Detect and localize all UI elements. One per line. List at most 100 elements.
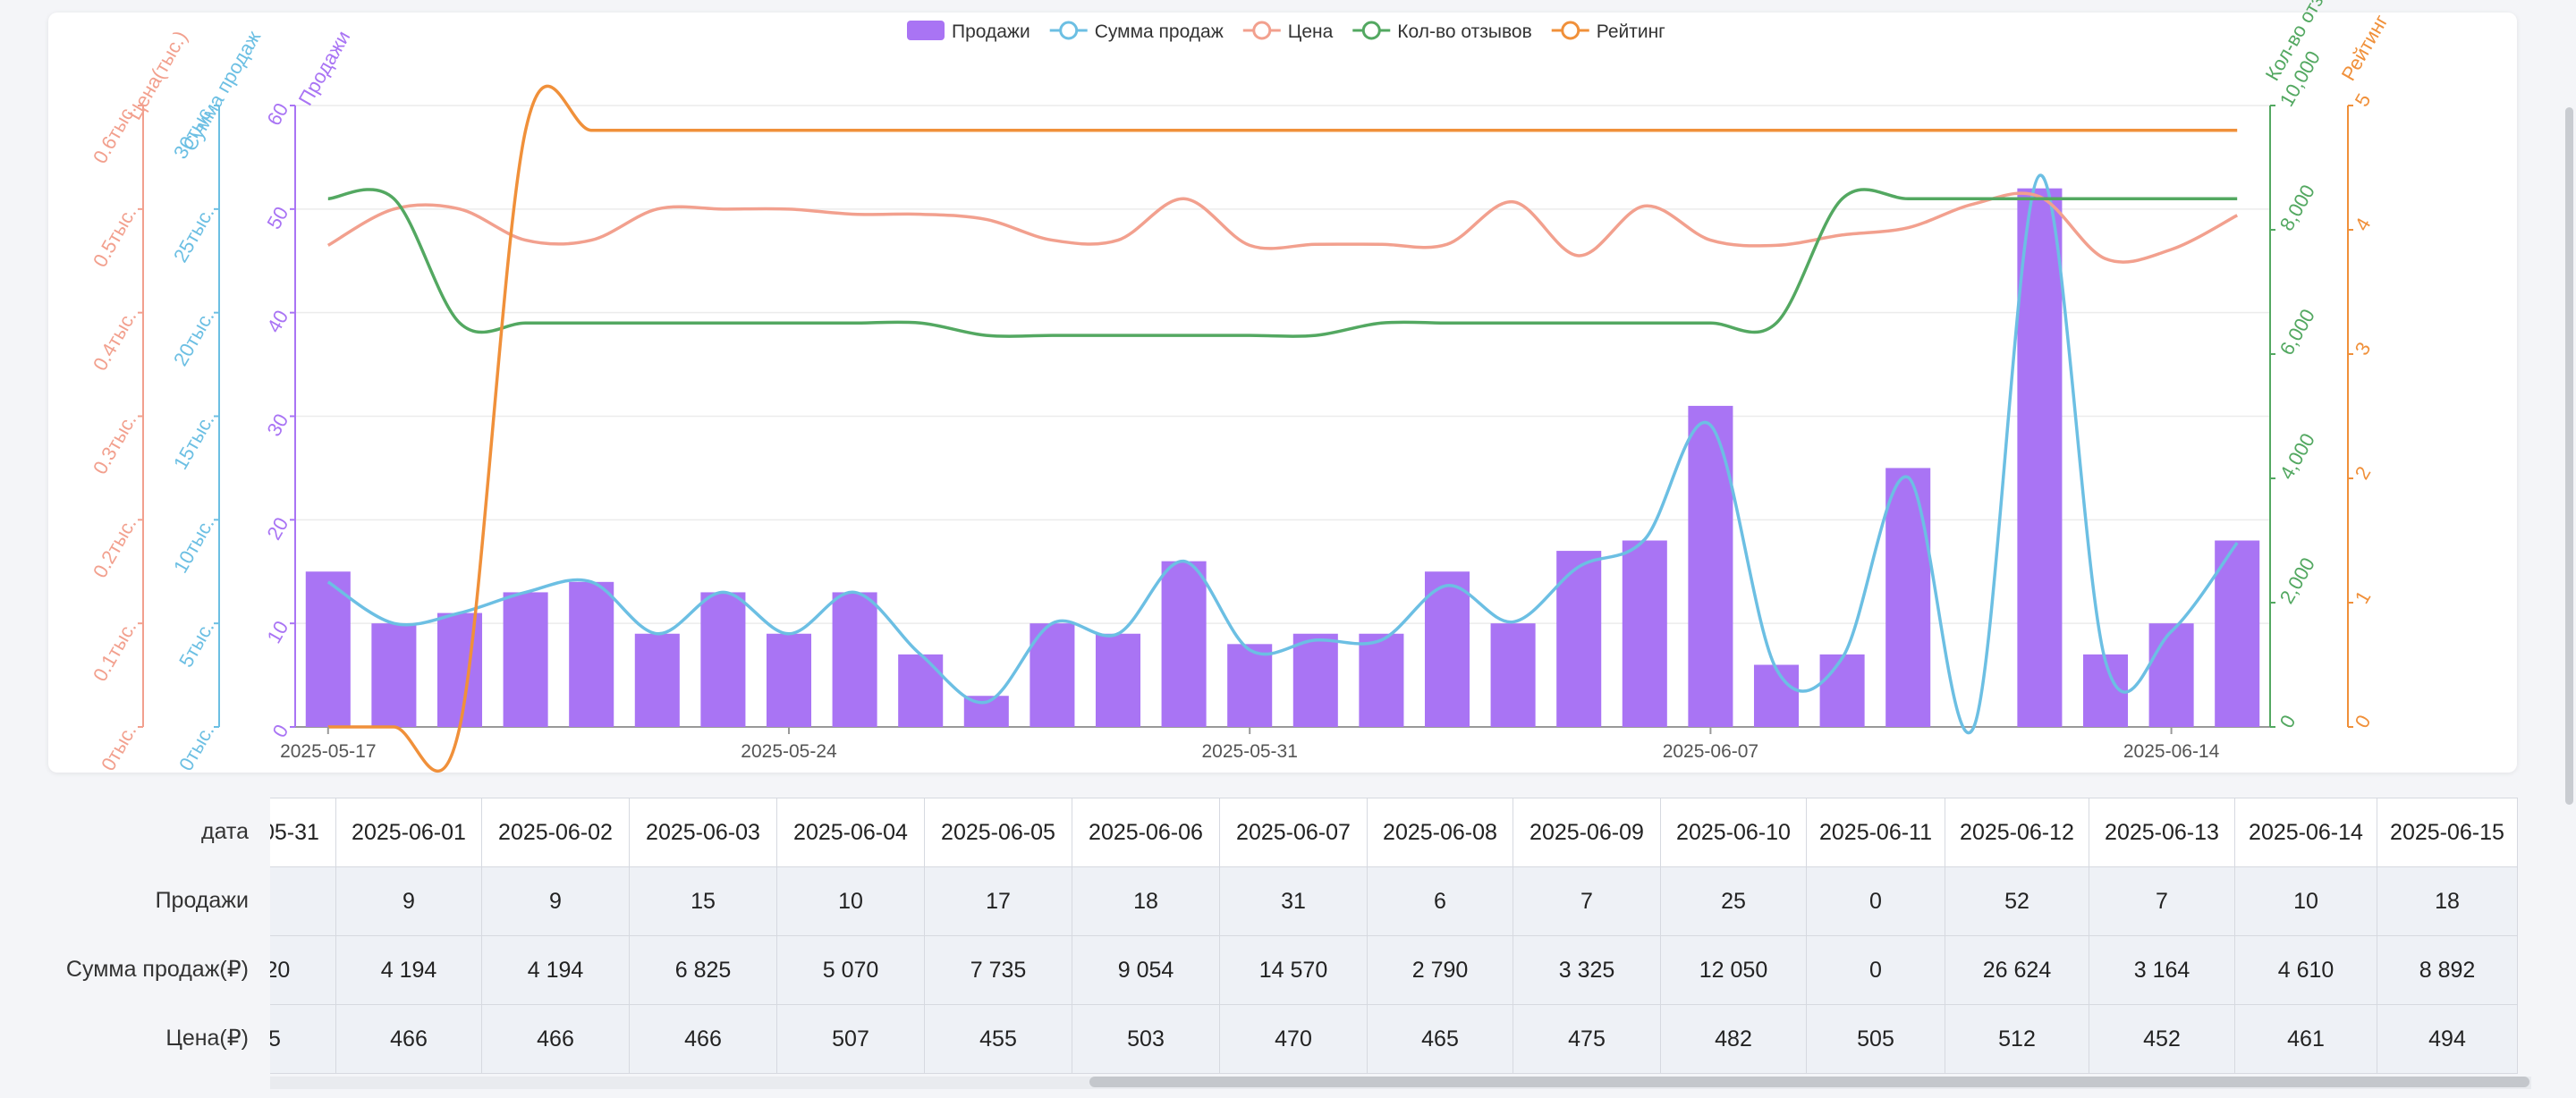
table-cell-revenue: 0 xyxy=(1806,935,1945,1005)
row-label-sales: Продажи xyxy=(155,888,249,913)
bar-sales xyxy=(1359,633,1404,727)
table-cell-price: 475 xyxy=(1513,1004,1661,1074)
axis-tick-label: 0.1тыс. xyxy=(89,617,140,685)
legend-label: Рейтинг xyxy=(1597,21,1665,42)
bar-sales xyxy=(503,592,548,727)
axis-tick-label: 2,000 xyxy=(2275,553,2319,607)
page-scrollbar-thumb[interactable] xyxy=(2565,107,2573,805)
row-label-revenue: Сумма продаж(₽) xyxy=(65,957,249,982)
legend-label: Кол-во отзывов xyxy=(1397,21,1531,42)
table-row: 2025-05-312025-06-012025-06-022025-06-03… xyxy=(270,798,2518,867)
table-cell-revenue: 5 070 xyxy=(776,935,925,1005)
table-cell-date: 2025-06-14 xyxy=(2234,798,2377,867)
axis-tick-label: 60 xyxy=(262,99,292,130)
table-cell-price: 466 xyxy=(335,1004,482,1074)
axis-title: Сумма продаж xyxy=(178,27,265,155)
table-cell-revenue: 3 164 xyxy=(2089,935,2235,1005)
table-cell-price: 482 xyxy=(1660,1004,1807,1074)
legend-label: Цена xyxy=(1288,21,1334,42)
x-tick-label: 2025-06-14 xyxy=(2123,741,2220,762)
table-cell-price: 465 xyxy=(270,1004,336,1074)
legend-marker xyxy=(1561,21,1580,40)
table-cell-revenue: 12 050 xyxy=(1660,935,1807,1005)
table-cell-price: 466 xyxy=(481,1004,630,1074)
table-cell-sales: 6 xyxy=(1367,866,1513,936)
axis-title: Продажи xyxy=(294,27,355,109)
table-cell-date: 2025-06-12 xyxy=(1945,798,2089,867)
axis-tick-label: 0.5тыс. xyxy=(89,203,140,271)
table-cell-sales: 25 xyxy=(1660,866,1807,936)
data-table: 2025-05-312025-06-012025-06-022025-06-03… xyxy=(270,798,2518,1074)
table-cell-sales: 52 xyxy=(1945,866,2089,936)
axis-tick-label: 0 xyxy=(2351,711,2376,731)
bar-sales xyxy=(832,592,877,727)
table-cell-date: 2025-06-06 xyxy=(1072,798,1220,867)
table-cell-date: 2025-05-31 xyxy=(270,798,336,867)
bar-sales xyxy=(700,592,746,727)
bar-sales xyxy=(1819,654,1865,727)
bar-sales xyxy=(1688,405,1733,727)
table-cell-sales: 10 xyxy=(776,866,925,936)
bar-sales xyxy=(1622,540,1667,727)
bar-sales xyxy=(1753,664,1800,727)
axis-tick-label: 5тыс. xyxy=(174,617,218,671)
table-cell-price: 466 xyxy=(629,1004,777,1074)
axis-tick-label: 20тыс. xyxy=(169,307,218,370)
bar-sales xyxy=(2017,188,2063,727)
table-cell-price: 505 xyxy=(1806,1004,1945,1074)
axis-tick-label: 0 xyxy=(2275,711,2301,731)
table-cell-revenue: 4 194 xyxy=(335,935,482,1005)
axis-title: Цена(тыс.) xyxy=(123,27,191,123)
axis-tick-label: 10 xyxy=(262,617,292,647)
axis-tick-label: 40 xyxy=(262,307,292,337)
x-tick-label: 2025-06-07 xyxy=(1663,741,1758,762)
table-cell-sales: 9 xyxy=(335,866,482,936)
table-cell-date: 2025-06-02 xyxy=(481,798,630,867)
bar-sales xyxy=(569,581,614,727)
combo-chart: 0тыс. 0.1тыс. 0.2тыс. 0.3тыс. 0.4тыс. 0.5тыс.… xyxy=(89,0,2393,774)
bar-sales xyxy=(2148,623,2194,727)
table-cell-sales: 8 xyxy=(270,866,336,936)
table-cell-date: 2025-06-01 xyxy=(335,798,482,867)
table-cell-price: 507 xyxy=(776,1004,925,1074)
table-cell-revenue: 4 194 xyxy=(481,935,630,1005)
line-revenue xyxy=(326,173,2239,735)
table-cell-price: 465 xyxy=(1367,1004,1513,1074)
bar-sales xyxy=(1490,623,1536,727)
row-label-date: дата xyxy=(200,819,249,844)
table-cell-revenue: 26 624 xyxy=(1945,935,2089,1005)
bar-sales xyxy=(2215,540,2260,727)
table-scroll-area[interactable]: 2025-05-312025-06-012025-06-022025-06-03… xyxy=(270,798,2531,1077)
x-tick-label: 2025-05-31 xyxy=(1201,741,1297,762)
table-cell-sales: 7 xyxy=(2089,866,2235,936)
legend-marker xyxy=(1252,21,1272,40)
axis-tick-label: 0тыс. xyxy=(174,721,218,774)
axis-tick-label: 15тыс. xyxy=(169,410,218,473)
table-cell-price: 470 xyxy=(1219,1004,1368,1074)
axis-tick-label: 50 xyxy=(262,203,292,233)
table-cell-revenue: 14 570 xyxy=(1219,935,1368,1005)
table-cell-revenue: 9 054 xyxy=(1072,935,1220,1005)
bar-sales xyxy=(634,633,680,727)
axis-tick-label: 5 xyxy=(2351,89,2376,110)
line-reviews xyxy=(327,188,2238,338)
page-scrollbar[interactable] xyxy=(2562,98,2576,814)
table-row: 4654664664665074555034704654754825055124… xyxy=(270,1004,2518,1074)
horizontal-scrollbar-thumb[interactable] xyxy=(1089,1077,2529,1087)
axis-tick-label: 4 xyxy=(2351,214,2376,234)
table-cell-sales: 7 xyxy=(1513,866,1661,936)
bar-sales xyxy=(898,654,944,727)
table-cell-revenue: 4 610 xyxy=(2234,935,2377,1005)
x-tick-label: 2025-05-17 xyxy=(280,741,376,762)
table-cell-date: 2025-06-10 xyxy=(1660,798,1807,867)
bar-sales xyxy=(1161,561,1207,727)
bar-sales xyxy=(1556,551,1602,727)
axis-tick-label: 0 xyxy=(268,721,293,741)
legend-marker xyxy=(1059,21,1079,40)
table-row: 8991510171831672505271018 xyxy=(270,866,2518,936)
bar-sales xyxy=(436,612,483,727)
bar-sales xyxy=(1227,644,1273,727)
axis-tick-label: 8,000 xyxy=(2275,181,2319,234)
table-cell-sales: 0 xyxy=(1806,866,1945,936)
table-cell-sales: 31 xyxy=(1219,866,1368,936)
